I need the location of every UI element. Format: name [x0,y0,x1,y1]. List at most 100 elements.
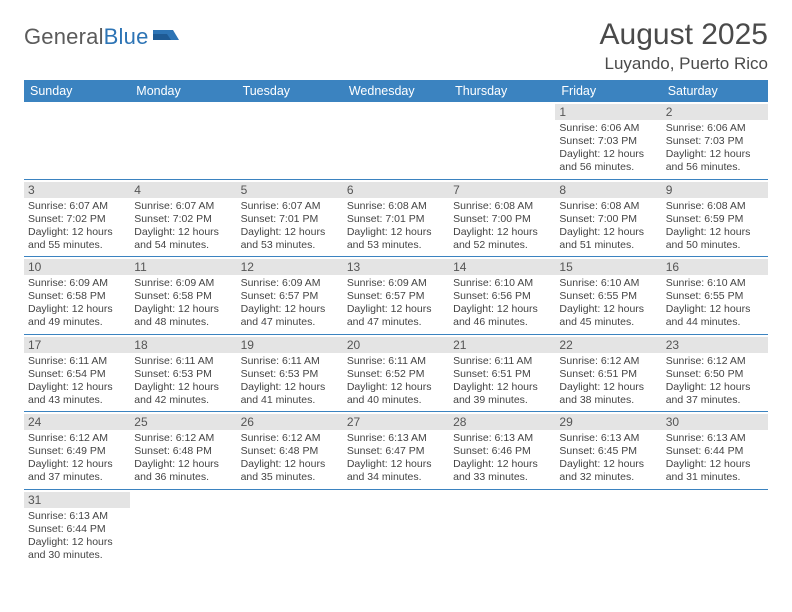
detail-line: Daylight: 12 hours [559,381,657,394]
detail-line: Daylight: 12 hours [559,303,657,316]
day-number: 27 [343,414,449,430]
day-number: 29 [555,414,661,430]
day-details: Sunrise: 6:12 AMSunset: 6:49 PMDaylight:… [28,432,126,485]
detail-line: Sunset: 6:51 PM [453,368,551,381]
detail-line: and 53 minutes. [347,239,445,252]
day-details: Sunrise: 6:10 AMSunset: 6:56 PMDaylight:… [453,277,551,330]
detail-line: Sunset: 7:02 PM [134,213,232,226]
detail-line: and 36 minutes. [134,471,232,484]
detail-line: Sunrise: 6:13 AM [28,510,126,523]
detail-line: Sunset: 7:02 PM [28,213,126,226]
day-number: 2 [662,104,768,120]
detail-line: Daylight: 12 hours [28,303,126,316]
day-details: Sunrise: 6:11 AMSunset: 6:53 PMDaylight:… [134,355,232,408]
day-number: 8 [555,182,661,198]
title-block: August 2025 Luyando, Puerto Rico [600,18,768,74]
calendar-cell: 14Sunrise: 6:10 AMSunset: 6:56 PMDayligh… [449,257,555,335]
day-number: 31 [24,492,130,508]
calendar-cell: 22 Sunrise: 6:12 AMSunset: 6:51 PMDayligh… [555,334,661,412]
detail-line: Sunrise: 6:12 AM [134,432,232,445]
detail-line: Sunrise: 6:12 AM [559,355,657,368]
detail-line: Sunrise: 6:13 AM [666,432,764,445]
flag-icon [153,26,179,49]
detail-line: Sunset: 6:54 PM [28,368,126,381]
calendar-cell [343,102,449,179]
calendar-cell: 12Sunrise: 6:09 AMSunset: 6:57 PMDayligh… [237,257,343,335]
calendar-cell: 30Sunrise: 6:13 AMSunset: 6:44 PMDayligh… [662,412,768,490]
calendar-table: SundayMondayTuesdayWednesdayThursdayFrid… [24,80,768,566]
detail-line: and 47 minutes. [241,316,339,329]
detail-line: Sunset: 6:47 PM [347,445,445,458]
calendar-cell: 7Sunrise: 6:08 AMSunset: 7:00 PMDaylight… [449,179,555,257]
detail-line: Sunrise: 6:07 AM [28,200,126,213]
calendar-cell: 29Sunrise: 6:13 AMSunset: 6:45 PMDayligh… [555,412,661,490]
detail-line: and 38 minutes. [559,394,657,407]
detail-line: and 52 minutes. [453,239,551,252]
detail-line: Daylight: 12 hours [134,381,232,394]
detail-line: Sunset: 7:01 PM [241,213,339,226]
detail-line: Daylight: 12 hours [347,226,445,239]
detail-line: Sunrise: 6:12 AM [241,432,339,445]
calendar-week: 3Sunrise: 6:07 AMSunset: 7:02 PMDaylight… [24,179,768,257]
detail-line: and 42 minutes. [134,394,232,407]
detail-line: and 45 minutes. [559,316,657,329]
detail-line: Daylight: 12 hours [241,381,339,394]
detail-line: and 37 minutes. [666,394,764,407]
detail-line: and 55 minutes. [28,239,126,252]
detail-line: Sunset: 6:58 PM [28,290,126,303]
detail-line: Daylight: 12 hours [134,226,232,239]
day-header: Thursday [449,80,555,102]
header-row: GeneralBlue August 2025 Luyando, Puerto … [24,18,768,74]
detail-line: Daylight: 12 hours [241,458,339,471]
day-number: 6 [343,182,449,198]
day-details: Sunrise: 6:09 AMSunset: 6:58 PMDaylight:… [134,277,232,330]
day-number: 18 [130,337,236,353]
day-number: 26 [237,414,343,430]
detail-line: Daylight: 12 hours [134,303,232,316]
day-details: Sunrise: 6:09 AMSunset: 6:57 PMDaylight:… [347,277,445,330]
calendar-cell: 3Sunrise: 6:07 AMSunset: 7:02 PMDaylight… [24,179,130,257]
day-details: Sunrise: 6:12 AMSunset: 6:51 PMDaylight:… [559,355,657,408]
day-number: 25 [130,414,236,430]
day-number: 12 [237,259,343,275]
day-header: Tuesday [237,80,343,102]
detail-line: Sunset: 7:03 PM [666,135,764,148]
day-header: Monday [130,80,236,102]
detail-line: Daylight: 12 hours [559,458,657,471]
detail-line: Sunset: 6:55 PM [666,290,764,303]
calendar-cell: 2Sunrise: 6:06 AMSunset: 7:03 PMDaylight… [662,102,768,179]
detail-line: Sunset: 6:57 PM [347,290,445,303]
detail-line: and 32 minutes. [559,471,657,484]
detail-line: Daylight: 12 hours [241,303,339,316]
day-details: Sunrise: 6:13 AMSunset: 6:46 PMDaylight:… [453,432,551,485]
detail-line: Daylight: 12 hours [28,458,126,471]
detail-line: Daylight: 12 hours [666,303,764,316]
day-details: Sunrise: 6:08 AMSunset: 7:01 PMDaylight:… [347,200,445,253]
detail-line: and 30 minutes. [28,549,126,562]
detail-line: and 49 minutes. [28,316,126,329]
calendar-cell [555,489,661,566]
detail-line: Daylight: 12 hours [666,458,764,471]
calendar-cell [24,102,130,179]
detail-line: and 53 minutes. [241,239,339,252]
detail-line: Sunrise: 6:12 AM [666,355,764,368]
detail-line: and 44 minutes. [666,316,764,329]
calendar-week: 24Sunrise: 6:12 AMSunset: 6:49 PMDayligh… [24,412,768,490]
day-number: 11 [130,259,236,275]
calendar-cell: 28Sunrise: 6:13 AMSunset: 6:46 PMDayligh… [449,412,555,490]
detail-line: Sunrise: 6:11 AM [28,355,126,368]
detail-line: Sunrise: 6:11 AM [453,355,551,368]
day-number: 22 [555,337,661,353]
detail-line: Sunrise: 6:11 AM [347,355,445,368]
detail-line: Sunrise: 6:09 AM [241,277,339,290]
calendar-cell: 24Sunrise: 6:12 AMSunset: 6:49 PMDayligh… [24,412,130,490]
day-details: Sunrise: 6:13 AMSunset: 6:44 PMDaylight:… [666,432,764,485]
detail-line: Daylight: 12 hours [453,381,551,394]
day-details: Sunrise: 6:08 AMSunset: 7:00 PMDaylight:… [453,200,551,253]
detail-line: and 56 minutes. [559,161,657,174]
detail-line: Sunrise: 6:08 AM [666,200,764,213]
detail-line: and 40 minutes. [347,394,445,407]
detail-line: Sunset: 6:50 PM [666,368,764,381]
calendar-cell: 17Sunrise: 6:11 AMSunset: 6:54 PMDayligh… [24,334,130,412]
detail-line: Sunset: 6:56 PM [453,290,551,303]
